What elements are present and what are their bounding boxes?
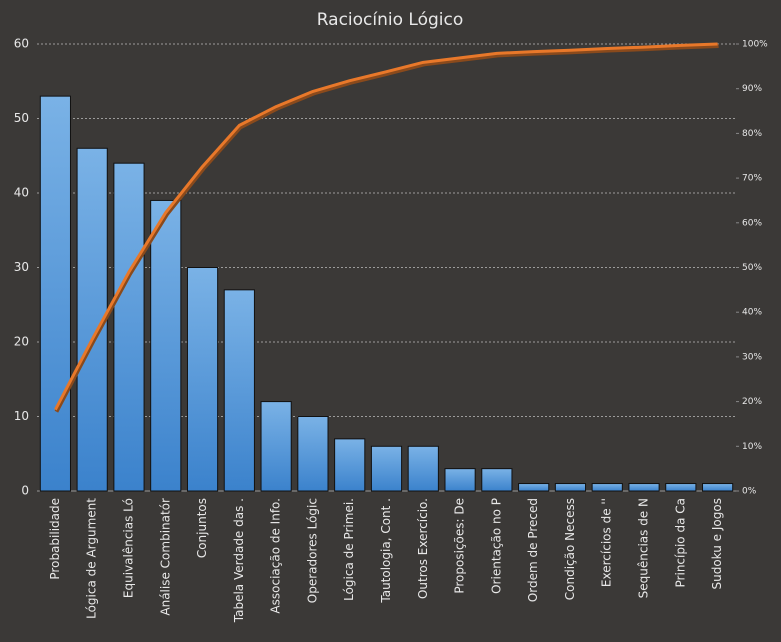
bar — [665, 483, 697, 492]
x-tick-label: Tabela Verdade das . — [232, 498, 246, 623]
cumulative-line-shadow — [54, 44, 719, 413]
bar — [407, 445, 439, 492]
y2-tick-label: 90% — [742, 84, 762, 94]
x-tick-label: Princípio da Ca — [673, 498, 687, 587]
bar — [444, 468, 476, 492]
y-tick-label: 40 — [14, 186, 29, 200]
y-tick-label: 0 — [21, 484, 29, 498]
y2-tick-label: 20% — [742, 397, 762, 407]
bar — [186, 267, 219, 492]
y-tick-label: 10 — [14, 409, 29, 423]
x-tick-label: Ordem de Preced — [526, 498, 540, 602]
bar — [223, 289, 255, 492]
x-tick-label: Proposições: De — [453, 498, 467, 594]
x-tick-label: Sequências de N — [637, 498, 651, 598]
bar — [591, 483, 623, 492]
x-tick-label: Outros Exercício. — [416, 498, 430, 599]
x-tick-label: Probabilidade — [48, 498, 62, 580]
bar — [334, 438, 366, 492]
x-tick-label: Equivalências Ló — [121, 498, 135, 598]
bar — [260, 401, 292, 492]
x-tick-label: Conjuntos — [195, 498, 209, 558]
bar — [481, 468, 513, 492]
bar — [370, 445, 403, 492]
bar — [554, 483, 587, 492]
y2-tick-label: 80% — [742, 129, 762, 139]
x-tick-label: Lógica de Argument — [85, 498, 99, 619]
y-tick-label: 20 — [14, 335, 29, 349]
y2-tick-label: 50% — [742, 263, 762, 273]
bar — [702, 483, 734, 492]
y-tick-label: 30 — [14, 260, 29, 274]
bar — [39, 95, 71, 492]
y2-tick-label: 10% — [742, 442, 762, 452]
y-tick-label: 60 — [14, 37, 29, 51]
y2-tick-label: 40% — [742, 308, 762, 318]
y-tick-label: 50 — [14, 111, 29, 125]
x-tick-label: Tautologia, Cont . — [379, 498, 393, 604]
x-tick-label: Exercícios de '' — [600, 498, 614, 587]
bar — [113, 162, 145, 492]
x-tick-label: Lógica de Primei. — [342, 498, 356, 601]
x-tick-label: Associação de Info. — [269, 498, 283, 614]
y2-tick-label: 0% — [742, 487, 757, 497]
y2-tick-label: 30% — [742, 352, 762, 362]
bar — [518, 483, 550, 492]
y2-tick-label: 100% — [742, 40, 768, 50]
bar — [150, 199, 182, 492]
x-tick-label: Sudoku e Jogos — [710, 498, 724, 589]
x-tick-label: Análise Combinatór — [158, 498, 172, 616]
x-tick-label: Orientação no P — [489, 498, 503, 594]
bar — [297, 416, 329, 492]
cumulative-line — [54, 42, 718, 411]
chart-title: Raciocínio Lógico — [317, 10, 464, 30]
x-tick-label: Condição Necess — [563, 498, 577, 600]
y2-tick-label: 60% — [742, 218, 762, 228]
x-tick-label: Operadores Lógic — [305, 498, 319, 603]
bar — [628, 483, 660, 492]
y2-tick-label: 70% — [742, 174, 762, 184]
